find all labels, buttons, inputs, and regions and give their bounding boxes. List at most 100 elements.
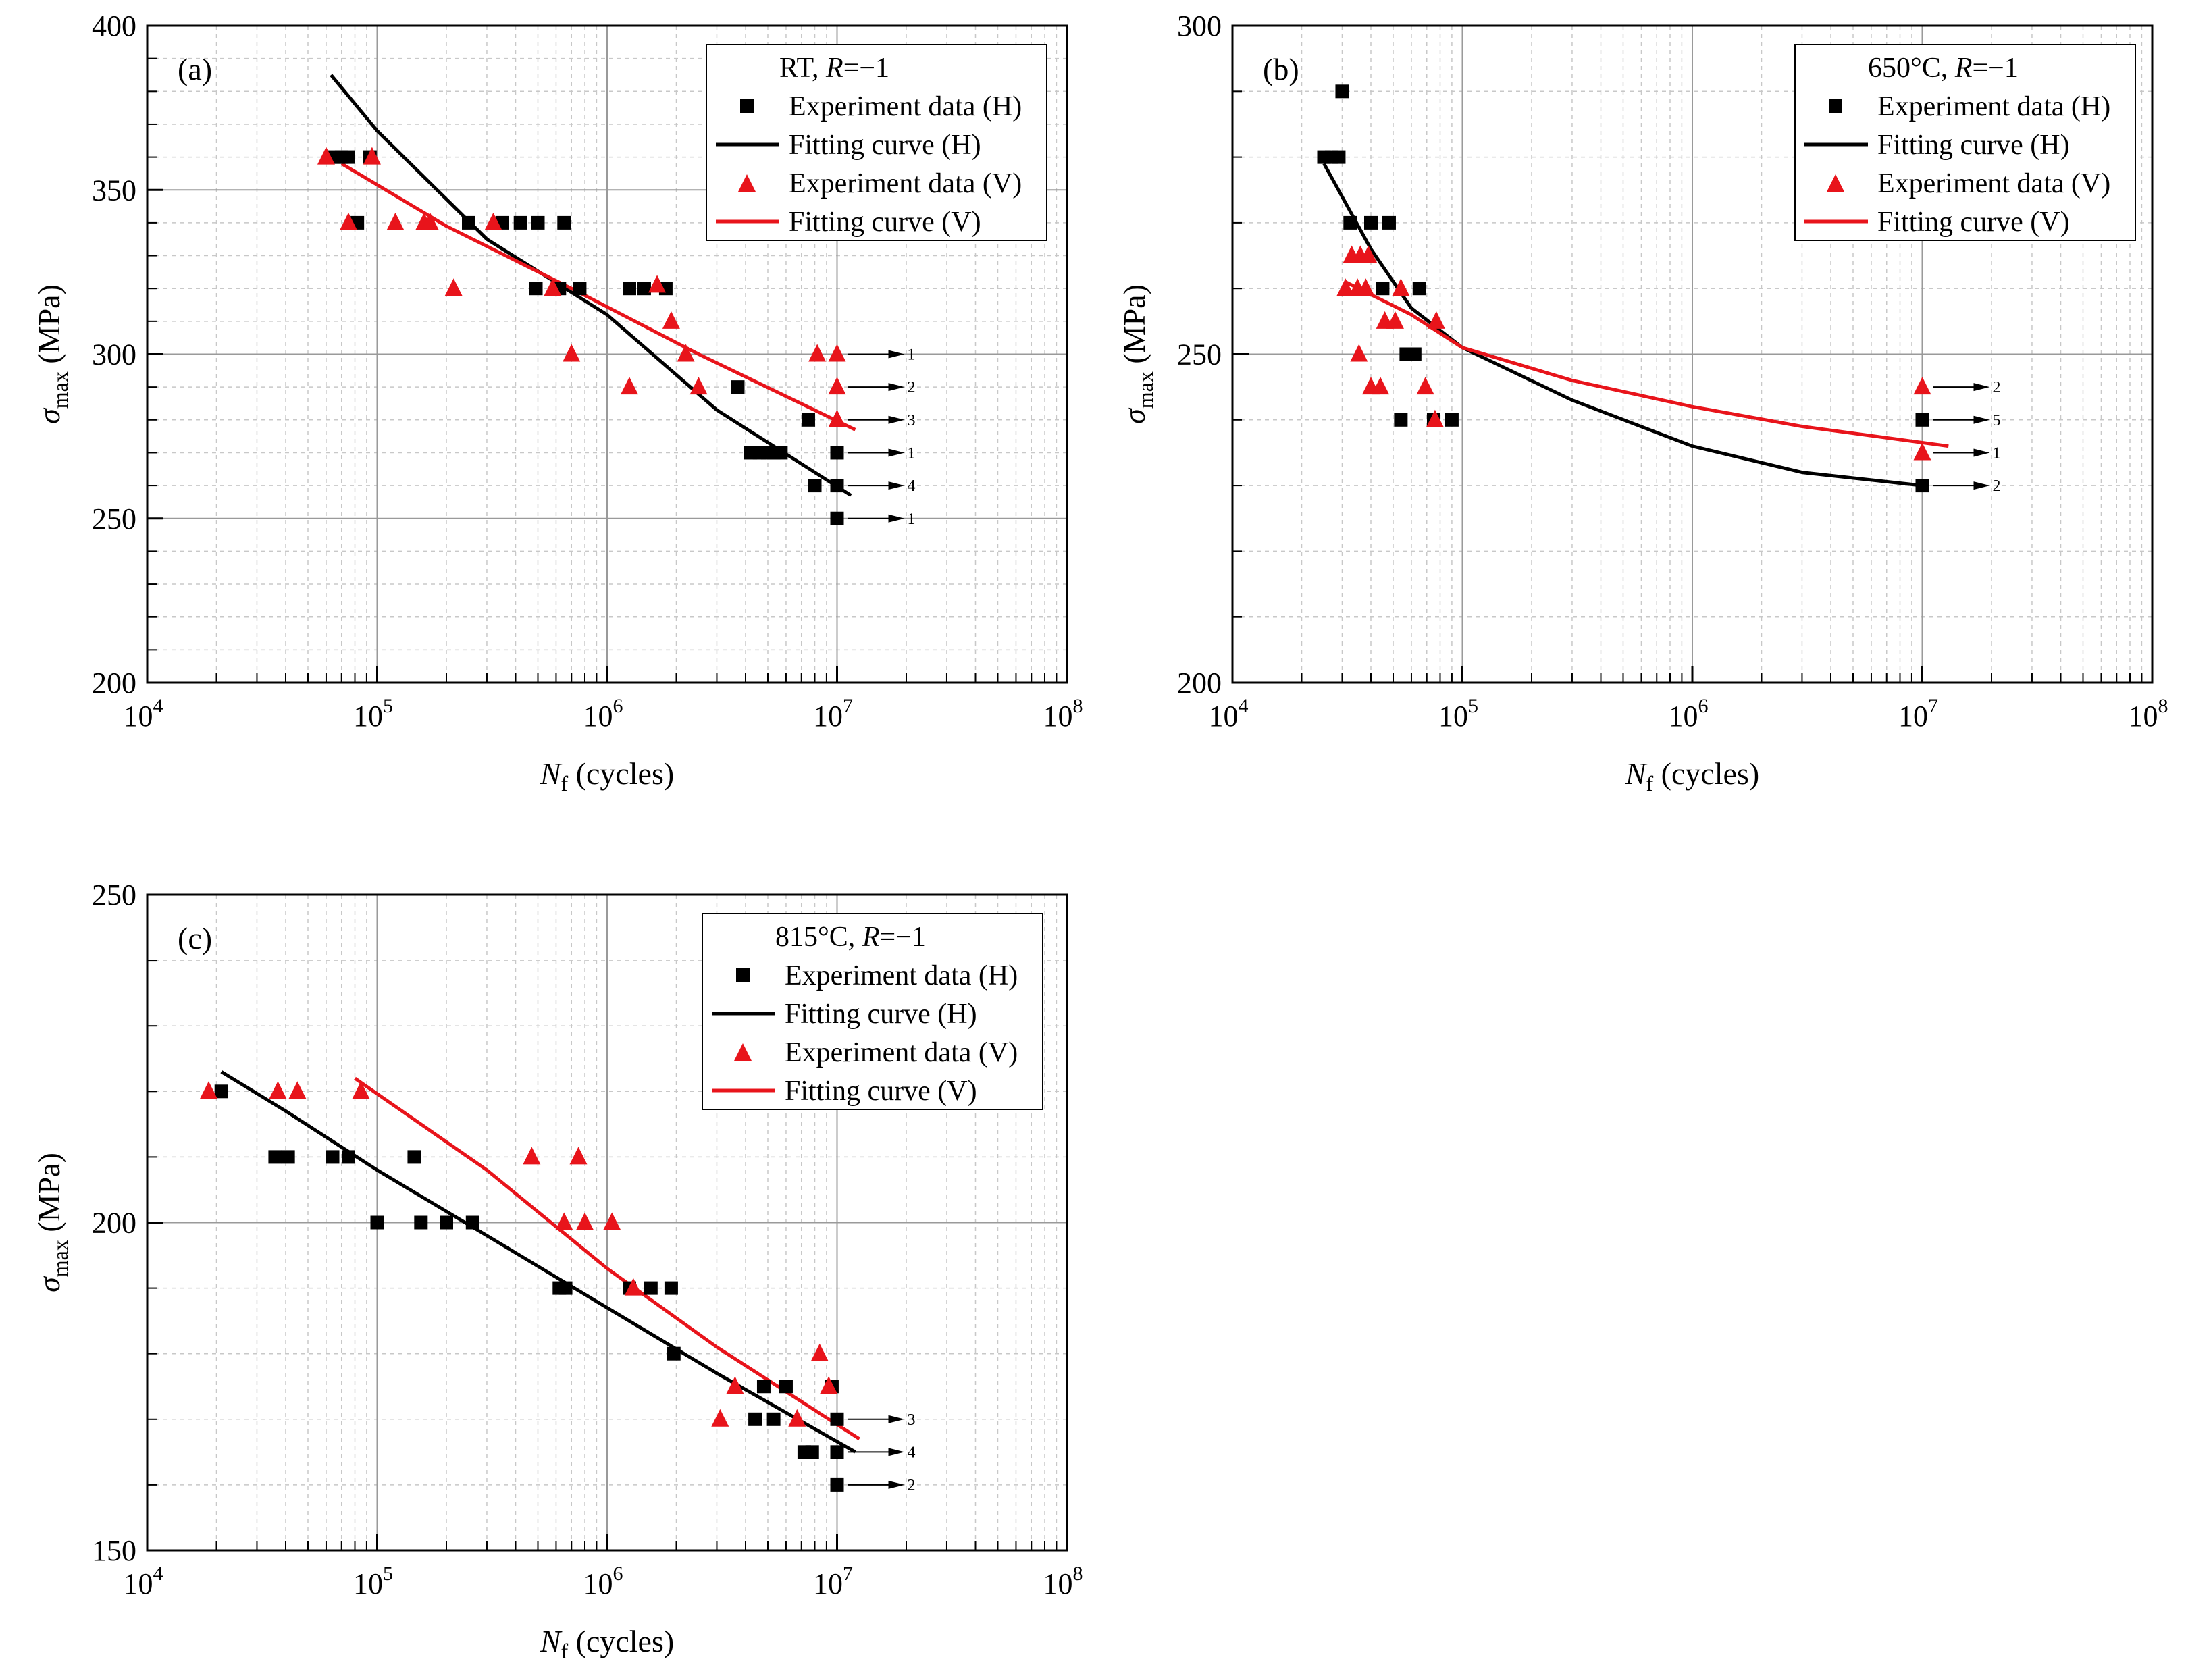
runout-arrow: 1 xyxy=(848,346,916,364)
x-label-subscript: f xyxy=(561,771,568,795)
data-point-triangle xyxy=(444,278,463,296)
x-tick-exponent: 4 xyxy=(153,695,163,717)
x-tick-exponent: 5 xyxy=(383,695,393,717)
data-point-triangle xyxy=(269,1081,287,1099)
runout-arrow: 1 xyxy=(848,444,916,462)
data-point-square xyxy=(370,1215,384,1230)
x-tick-label: 105 xyxy=(1438,695,1478,733)
arrow-head xyxy=(888,514,905,523)
x-tick-label: 106 xyxy=(1669,695,1709,733)
x-tick-exponent: 7 xyxy=(843,1563,853,1585)
panel-label: (b) xyxy=(1263,52,1299,86)
legend-entry-label: Experiment data (H) xyxy=(785,960,1018,991)
data-point-triangle xyxy=(1372,377,1390,395)
data-point-square xyxy=(637,282,651,296)
runout-arrow: 3 xyxy=(848,1411,916,1429)
y-tick-label: 250 xyxy=(92,878,136,912)
data-point-triangle xyxy=(828,377,846,395)
runout-count: 3 xyxy=(908,1411,916,1429)
data-point-square xyxy=(268,1150,282,1164)
runout-count: 4 xyxy=(908,1444,916,1461)
legend-title-prefix: RT, xyxy=(779,53,826,84)
data-point-triangle xyxy=(1416,377,1434,395)
data-point-triangle xyxy=(199,1081,217,1099)
data-point-square xyxy=(1382,215,1396,230)
runout-count: 1 xyxy=(908,444,916,462)
legend-entry-label: Fitting curve (V) xyxy=(785,1076,977,1107)
x-tick-base: 10 xyxy=(1438,700,1468,733)
data-point-square xyxy=(830,1445,844,1459)
arrow-head xyxy=(888,1448,905,1456)
runout-count: 1 xyxy=(1993,444,2001,462)
data-point-triangle xyxy=(808,344,827,362)
data-point-square xyxy=(1332,150,1346,164)
x-tick-label: 105 xyxy=(353,1563,393,1600)
x-tick-exponent: 6 xyxy=(613,695,623,717)
data-point-square xyxy=(1412,282,1426,296)
data-point-triangle xyxy=(1827,174,1844,192)
x-tick-label: 106 xyxy=(583,1563,623,1600)
x-tick-exponent: 6 xyxy=(1698,695,1709,717)
data-point-square xyxy=(774,446,788,460)
x-tick-base: 10 xyxy=(583,700,613,733)
y-axis-label: σmax (MPa) xyxy=(32,1153,72,1292)
arrow-head xyxy=(888,350,905,359)
data-point-square xyxy=(830,1412,844,1426)
x-tick-label: 106 xyxy=(583,695,623,733)
runout-count: 3 xyxy=(908,412,916,429)
x-label-subscript: f xyxy=(1646,771,1653,795)
runout-count: 4 xyxy=(908,477,916,495)
arrow-head xyxy=(888,1415,905,1423)
data-point-square xyxy=(1915,479,1929,493)
data-point-triangle xyxy=(603,1212,621,1230)
runout-count: 2 xyxy=(908,379,916,396)
data-point-triangle xyxy=(1427,311,1445,329)
x-tick-base: 10 xyxy=(353,700,383,733)
data-point-triangle xyxy=(677,344,695,362)
plot-frame xyxy=(1231,24,2154,684)
legend-box xyxy=(1794,44,2136,241)
runout-arrow: 4 xyxy=(848,477,916,495)
legend-title-suffix: =−1 xyxy=(1972,53,2018,84)
data-point-square xyxy=(801,413,815,427)
data-point-square xyxy=(414,1215,428,1230)
data-point-square xyxy=(440,1215,454,1230)
data-point-square xyxy=(573,282,587,296)
arrow-head xyxy=(888,415,905,424)
x-tick-base: 10 xyxy=(583,1567,613,1600)
data-point-square xyxy=(1829,99,1842,113)
legend-entry-label: Fitting curve (H) xyxy=(785,999,977,1030)
x-tick-label: 104 xyxy=(124,1563,163,1600)
x-tick-label: 107 xyxy=(1898,695,1938,733)
runout-arrow: 3 xyxy=(848,412,916,429)
data-point-square xyxy=(1335,84,1349,99)
y-label-subscript: max xyxy=(1133,371,1157,409)
y-tick-label: 250 xyxy=(92,502,136,535)
runout-count: 1 xyxy=(908,346,916,364)
legend-title-prefix: 815°C, xyxy=(775,922,862,953)
x-tick-exponent: 8 xyxy=(1073,1563,1083,1585)
y-tick-label: 200 xyxy=(92,666,136,700)
x-tick-base: 10 xyxy=(813,1567,843,1600)
runout-count: 5 xyxy=(1993,412,2001,429)
legend-title-prefix: 650°C, xyxy=(1868,53,1955,84)
legend-entry-label: Experiment data (V) xyxy=(785,1037,1018,1068)
data-point-triangle xyxy=(484,212,502,230)
legend-title-r: R xyxy=(862,922,880,953)
data-point-square xyxy=(513,215,527,230)
x-tick-exponent: 4 xyxy=(153,1563,163,1585)
data-point-square xyxy=(740,99,754,113)
y-axis-label: σmax (MPa) xyxy=(32,284,72,424)
arrow-head xyxy=(888,448,905,457)
x-tick-exponent: 5 xyxy=(383,1563,393,1585)
series-experiment-h xyxy=(327,150,844,525)
data-point-square xyxy=(731,380,745,394)
fitting-curve-v xyxy=(354,1076,860,1441)
x-label-symbol: N xyxy=(540,756,563,791)
data-point-square xyxy=(805,1445,819,1459)
x-label-unit: (cycles) xyxy=(568,1624,674,1658)
x-tick-base: 10 xyxy=(1209,700,1239,733)
data-point-square xyxy=(461,215,475,230)
